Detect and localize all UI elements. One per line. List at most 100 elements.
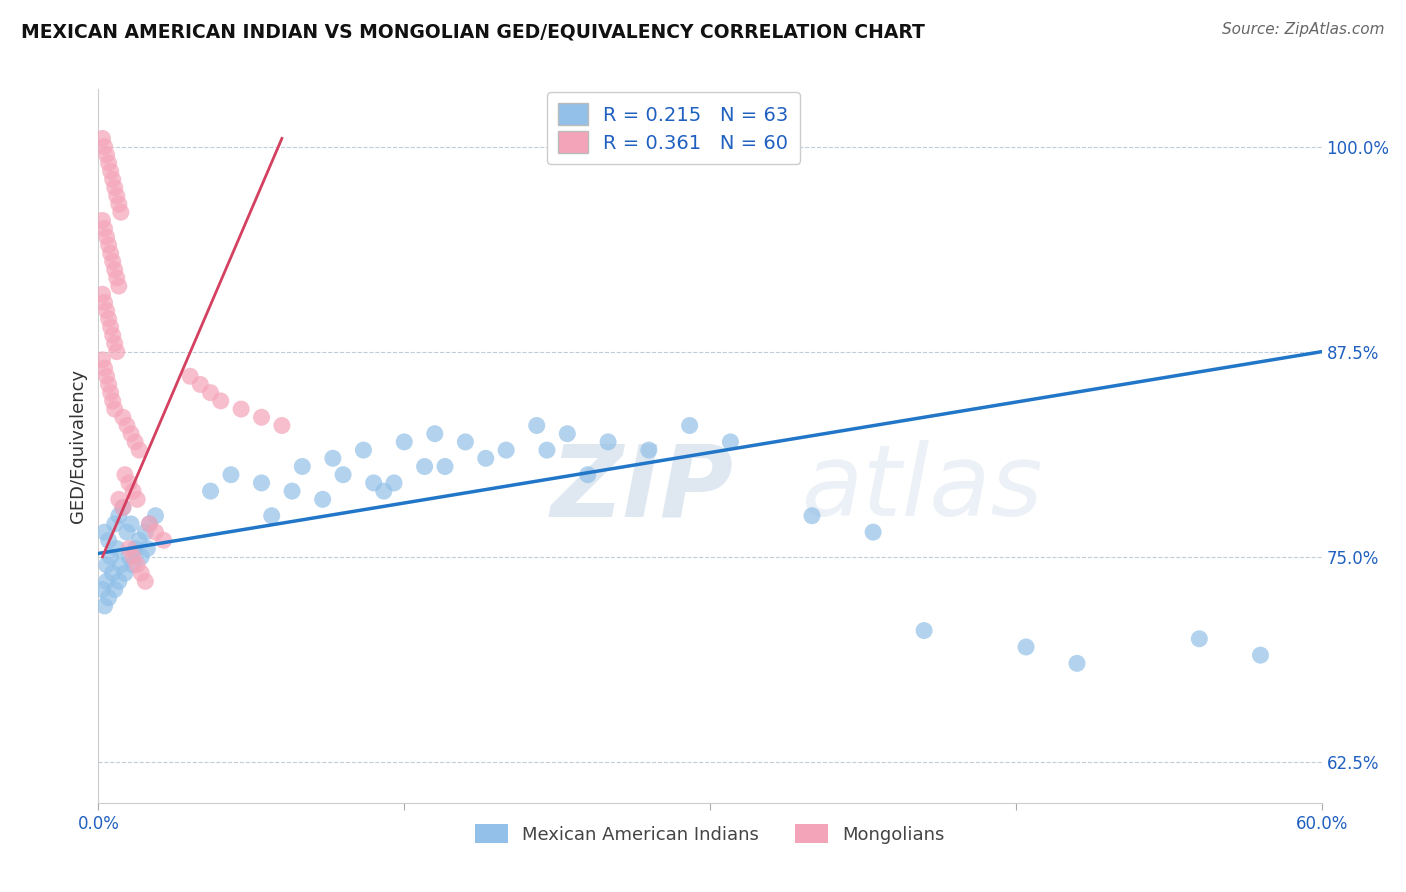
Point: [200, 385, 222, 400]
Text: MEXICAN AMERICAN INDIAN VS MONGOLIAN GED/EQUIVALENCY CORRELATION CHART: MEXICAN AMERICAN INDIAN VS MONGOLIAN GED…: [21, 22, 925, 41]
Point: [136, 541, 159, 556]
Point: [101, 254, 124, 268]
Point: [105, 189, 128, 203]
Point: [97, 238, 120, 252]
Point: [93, 295, 115, 310]
Point: [120, 516, 142, 531]
Point: [91, 582, 114, 597]
Point: [104, 402, 127, 417]
Point: [1249, 648, 1271, 662]
Point: [209, 393, 232, 408]
Legend: Mexican American Indians, Mongolians: Mexican American Indians, Mongolians: [468, 817, 952, 851]
Point: [138, 516, 160, 531]
Point: [801, 508, 824, 523]
Point: [124, 541, 146, 556]
Text: atlas: atlas: [801, 441, 1043, 537]
Text: Source: ZipAtlas.com: Source: ZipAtlas.com: [1222, 22, 1385, 37]
Point: [111, 500, 134, 515]
Point: [179, 369, 201, 384]
Point: [108, 508, 131, 523]
Point: [91, 352, 114, 367]
Point: [219, 467, 242, 482]
Point: [97, 533, 120, 548]
Point: [596, 434, 619, 449]
Point: [104, 180, 127, 194]
Point: [101, 328, 124, 343]
Point: [97, 156, 120, 170]
Point: [382, 475, 405, 490]
Point: [862, 525, 884, 540]
Point: [93, 139, 115, 153]
Point: [100, 164, 122, 178]
Point: [260, 508, 283, 523]
Point: [332, 467, 354, 482]
Text: ZIP: ZIP: [551, 441, 734, 537]
Point: [281, 484, 304, 499]
Point: [100, 385, 122, 400]
Point: [392, 434, 416, 449]
Point: [270, 418, 294, 433]
Point: [114, 566, 136, 581]
Point: [637, 443, 661, 458]
Point: [118, 475, 141, 490]
Point: [912, 624, 935, 638]
Point: [129, 566, 152, 581]
Point: [105, 541, 128, 556]
Point: [128, 533, 150, 548]
Point: [96, 574, 118, 589]
Point: [110, 558, 132, 572]
Point: [118, 549, 141, 564]
Point: [495, 443, 517, 458]
Point: [526, 418, 548, 433]
Point: [124, 434, 146, 449]
Point: [104, 336, 127, 351]
Point: [312, 492, 335, 507]
Point: [122, 484, 145, 499]
Point: [718, 434, 742, 449]
Point: [108, 574, 131, 589]
Point: [97, 377, 120, 392]
Point: [91, 213, 114, 227]
Point: [423, 426, 446, 441]
Point: [93, 221, 115, 235]
Point: [105, 270, 128, 285]
Point: [97, 311, 120, 326]
Point: [433, 459, 456, 474]
Point: [127, 492, 149, 507]
Y-axis label: GED/Equivalency: GED/Equivalency: [69, 369, 87, 523]
Point: [115, 525, 138, 540]
Point: [93, 361, 115, 376]
Point: [108, 492, 131, 507]
Point: [93, 525, 115, 540]
Point: [474, 451, 498, 466]
Point: [1188, 632, 1211, 646]
Point: [101, 172, 124, 186]
Point: [111, 410, 134, 425]
Point: [188, 377, 212, 392]
Point: [250, 410, 273, 425]
Point: [134, 574, 156, 589]
Point: [104, 516, 127, 531]
Point: [120, 426, 142, 441]
Point: [291, 459, 314, 474]
Point: [100, 320, 122, 334]
Point: [454, 434, 477, 449]
Point: [576, 467, 599, 482]
Point: [100, 246, 122, 260]
Point: [250, 475, 273, 490]
Point: [97, 591, 120, 605]
Point: [91, 131, 114, 145]
Point: [373, 484, 395, 499]
Point: [101, 393, 124, 408]
Point: [114, 467, 136, 482]
Point: [128, 443, 150, 458]
Point: [96, 303, 118, 318]
Point: [134, 525, 156, 540]
Point: [111, 500, 134, 515]
Point: [91, 287, 114, 301]
Point: [145, 508, 167, 523]
Point: [100, 549, 122, 564]
Point: [127, 558, 149, 572]
Point: [363, 475, 385, 490]
Point: [96, 148, 118, 162]
